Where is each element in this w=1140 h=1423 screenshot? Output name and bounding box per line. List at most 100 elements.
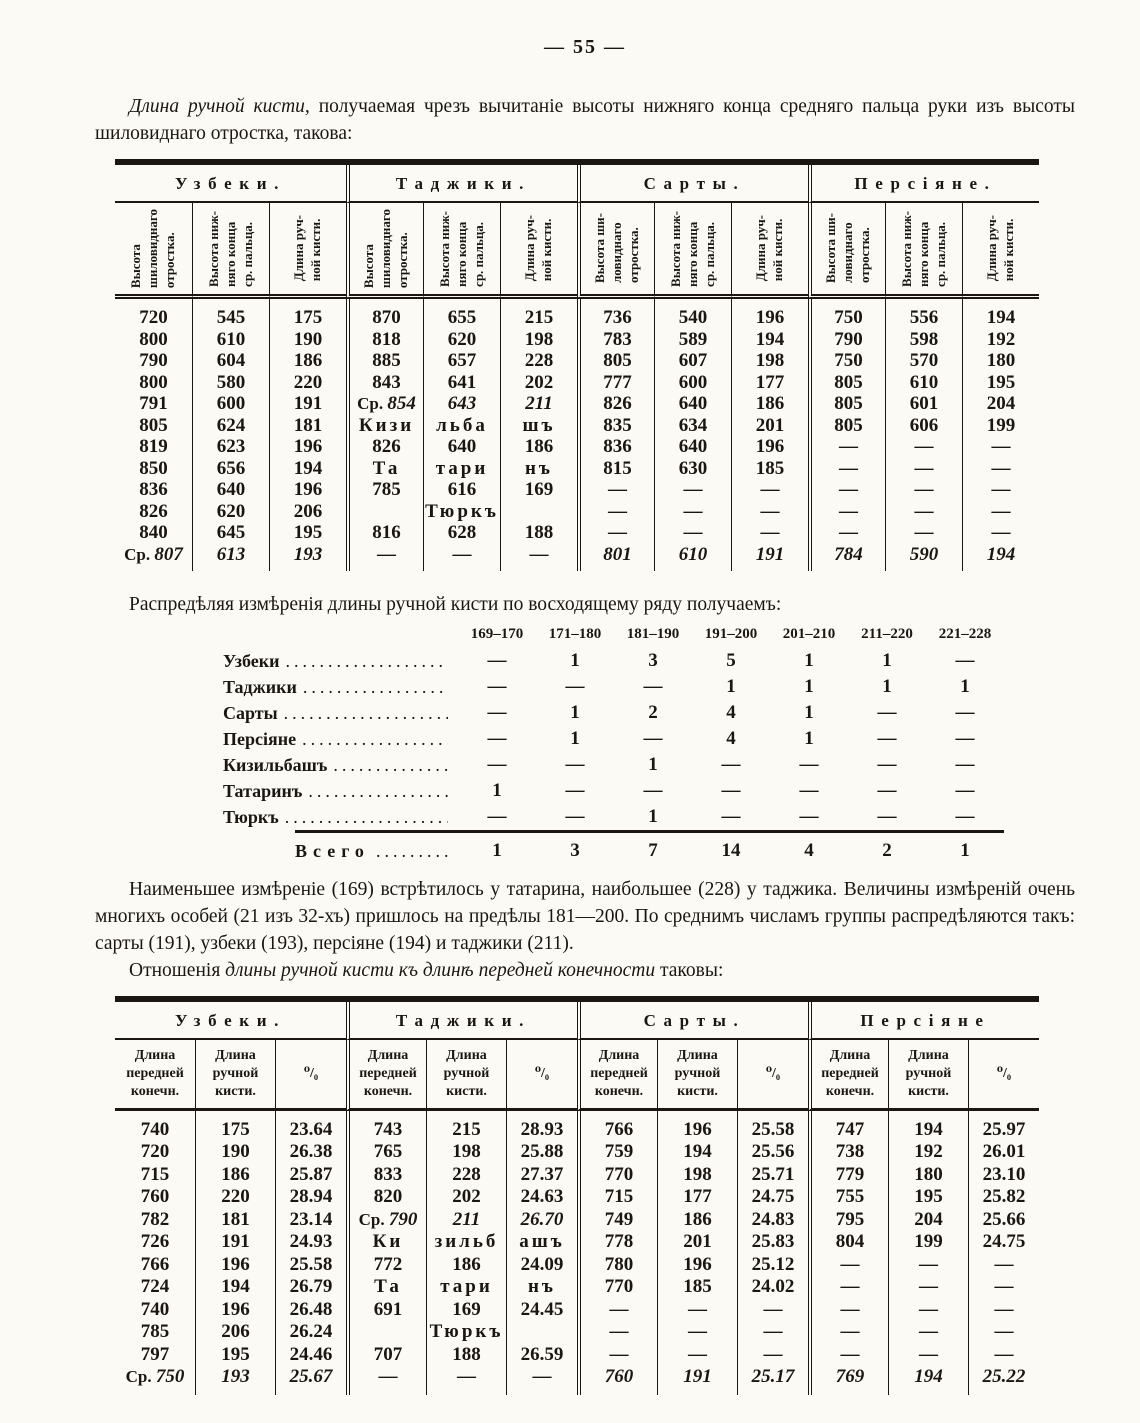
value-cell: — <box>737 1321 808 1344</box>
cell-text: 175 <box>293 307 323 328</box>
cell-text: — <box>994 1298 1014 1320</box>
count-cell: 4 <box>726 702 736 723</box>
ratio-table: Узбеки. Таджики. Сарты. Персіяне Длина перед… <box>115 996 1039 1395</box>
ethnic-name-cell: шъ <box>500 414 577 436</box>
cell-text: — <box>919 1253 938 1275</box>
cell-text: — <box>840 1343 860 1365</box>
corner-spacer <box>223 626 458 648</box>
cell-text: 790 <box>388 1208 418 1230</box>
cell-text: шъ <box>522 414 556 436</box>
value-cell: 772 <box>346 1253 426 1277</box>
cell-text: 206 <box>221 1321 250 1343</box>
cell-text: 193 <box>293 543 323 565</box>
ethnic-name-cell <box>346 1321 426 1344</box>
value-cell: 186 <box>195 1163 275 1187</box>
value-cell: 598 <box>885 328 962 350</box>
count-cell: — <box>877 728 897 749</box>
cell-text: 740 <box>140 1298 170 1320</box>
cell-text: 27.37 <box>520 1163 564 1185</box>
cell-text: 25.67 <box>289 1366 333 1388</box>
cell-text: 835 <box>603 414 632 436</box>
cell-text: 791 <box>139 393 168 414</box>
value-cell: 624 <box>192 414 269 436</box>
average-cell: 590 <box>885 543 962 571</box>
cell-text: — <box>914 457 934 479</box>
average-cell: Ср. 790 <box>346 1208 426 1232</box>
ethnic-name-cell: Та <box>346 457 423 479</box>
cell-text: 191 <box>293 393 323 414</box>
value-cell: 760 <box>115 1186 195 1209</box>
value-cell: — <box>888 1343 968 1367</box>
value-cell: 770 <box>577 1276 657 1299</box>
cell-text: 620 <box>216 500 246 522</box>
count-cell: — <box>565 806 585 827</box>
value-cell: — <box>346 543 423 571</box>
cell-text: тари <box>440 1276 493 1298</box>
cell-text: 624 <box>216 414 246 436</box>
value-cell: 766 <box>577 1110 657 1142</box>
value-cell: 26.01 <box>968 1141 1039 1164</box>
cell-text: 25.56 <box>751 1141 795 1163</box>
cell-text: — <box>839 500 858 522</box>
value-cell: 24.46 <box>275 1343 346 1367</box>
column-header: ⁰/₀ <box>506 1040 577 1111</box>
cell-text: 795 <box>835 1208 865 1230</box>
cell-text: 870 <box>372 307 401 328</box>
value-cell: 194 <box>962 299 1039 329</box>
count-cell: — <box>877 780 897 801</box>
value-cell: 206 <box>269 500 346 522</box>
row-label: Узбеки..................................… <box>223 648 458 674</box>
value-cell: 196 <box>657 1110 737 1142</box>
cell-text: 25.12 <box>751 1253 795 1275</box>
column-header-text: Высота ниж- няго конца ср. пальца. <box>667 210 717 287</box>
cell-text: 750 <box>834 350 863 371</box>
value-cell: 749 <box>577 1208 657 1232</box>
value-cell: 743 <box>346 1110 426 1142</box>
value-cell: — <box>577 1343 657 1367</box>
value-cell: 206 <box>195 1321 275 1344</box>
cell-text: 797 <box>140 1343 170 1365</box>
count-cell: — <box>487 806 507 827</box>
range-header: 191–200 <box>704 626 758 642</box>
cell-text: 645 <box>216 522 246 543</box>
value-cell: 27.37 <box>506 1163 577 1187</box>
value-cell: 25.87 <box>275 1163 346 1187</box>
value-cell: 220 <box>195 1186 275 1209</box>
row-label: Персіяне................................… <box>223 726 458 752</box>
ratio-caption: Отношенія длины ручной кисти къ длинѣ пе… <box>95 957 1075 984</box>
cell-text: 826 <box>603 393 632 414</box>
value-cell: — <box>968 1298 1039 1322</box>
value-cell: 645 <box>192 522 269 544</box>
column-header-text: Длина руч- ной кисти. <box>522 215 554 282</box>
average-cell: 25.67 <box>275 1366 346 1395</box>
group-header: Сарты. <box>577 165 808 203</box>
cell-text: 720 <box>140 1141 170 1163</box>
row-label: Кизильбашъ..............................… <box>223 752 458 778</box>
value-cell: 195 <box>269 522 346 544</box>
cell-text: 26.01 <box>982 1141 1026 1163</box>
value-cell: — <box>577 500 654 522</box>
value-cell: — <box>888 1276 968 1299</box>
cell-text: 186 <box>755 393 785 414</box>
average-prefix: Ср. <box>357 394 388 413</box>
value-cell: 747 <box>808 1110 888 1142</box>
value-cell: 186 <box>500 436 577 458</box>
value-cell: 630 <box>654 457 731 479</box>
cell-text: 655 <box>447 307 477 328</box>
value-cell: 765 <box>346 1141 426 1164</box>
cell-text: 194 <box>986 307 1016 328</box>
value-cell: 194 <box>269 457 346 479</box>
value-cell: — <box>808 1321 888 1344</box>
value-cell: 805 <box>808 414 885 436</box>
cell-text: 25.97 <box>982 1118 1026 1140</box>
cell-text: — <box>609 1343 629 1365</box>
cell-text: Тюркъ <box>425 500 499 522</box>
column-header-text: Высота ши- ловиднаго отростка. <box>823 213 872 284</box>
cell-text: 760 <box>604 1366 634 1388</box>
cell-text: 199 <box>986 414 1016 436</box>
value-cell: 202 <box>426 1186 506 1209</box>
value-cell: 843 <box>346 371 423 393</box>
value-cell: 198 <box>657 1163 737 1187</box>
cell-text: 181 <box>293 414 323 436</box>
cell-text: 228 <box>524 350 554 371</box>
